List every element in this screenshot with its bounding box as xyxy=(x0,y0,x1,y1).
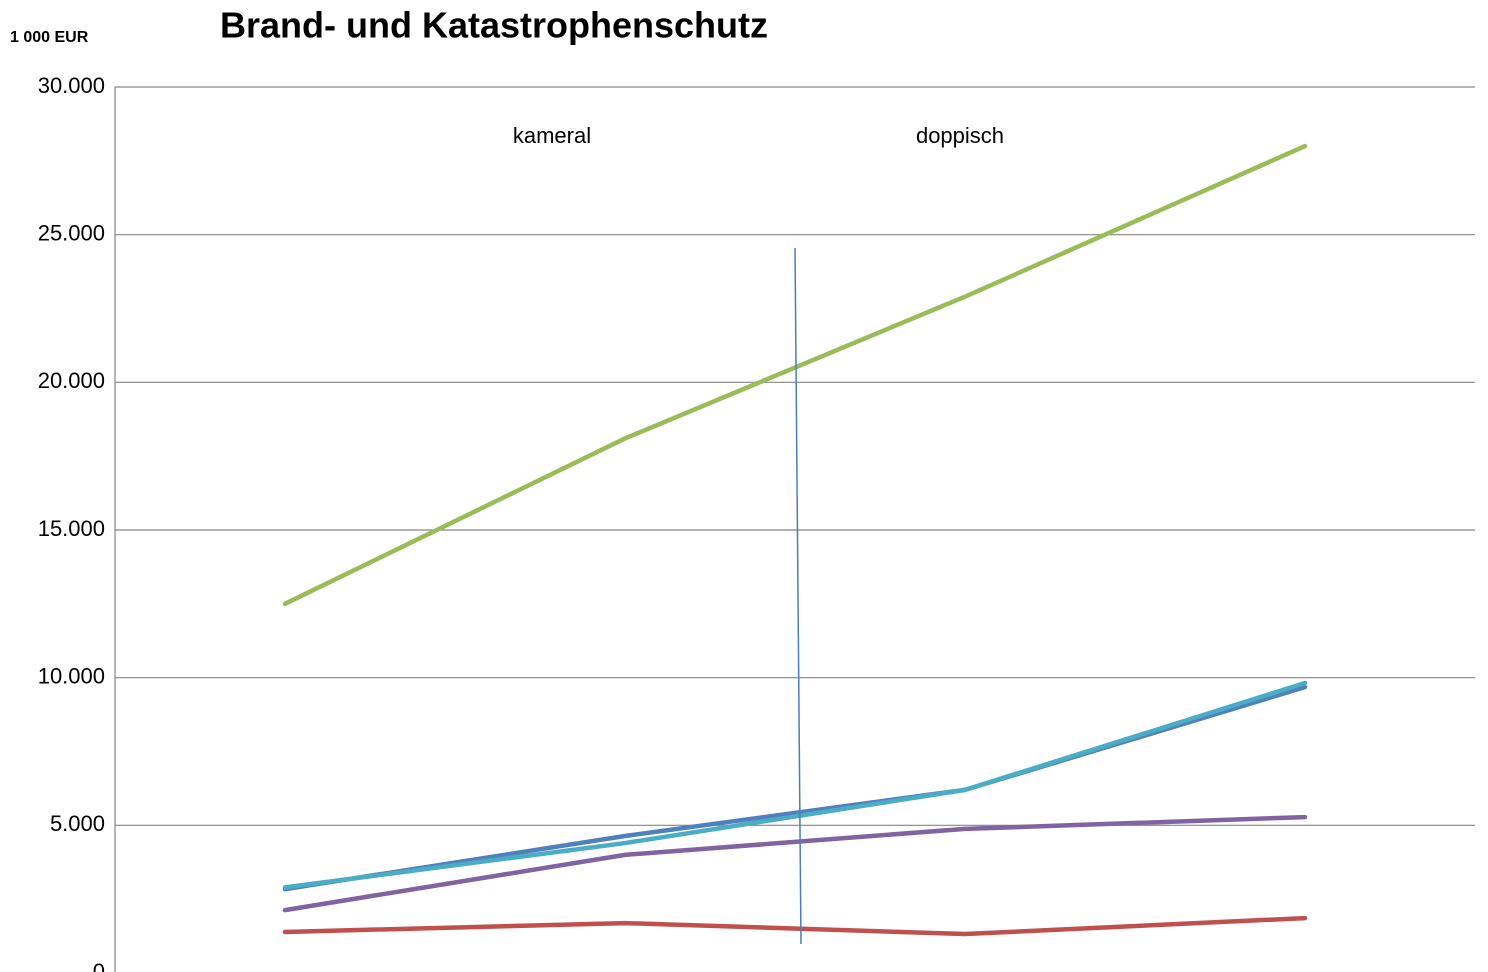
y-tick-label: 5.000 xyxy=(50,811,105,836)
annotation: kameral xyxy=(513,123,591,148)
y-tick-label: 30.000 xyxy=(38,73,105,98)
chart-title: Brand- und Katastrophenschutz xyxy=(220,5,768,46)
y-tick-label: 20.000 xyxy=(38,368,105,393)
y-tick-label: 10.000 xyxy=(38,663,105,688)
divider-line xyxy=(794,247,802,945)
y-tick-label: 25.000 xyxy=(38,220,105,245)
y-axis-unit: 1 000 EUR xyxy=(10,29,89,46)
y-tick-label: 15.000 xyxy=(38,516,105,541)
series-line xyxy=(282,684,1308,892)
annotation: doppisch xyxy=(916,123,1004,148)
series-line xyxy=(282,915,1308,937)
series-line xyxy=(282,143,1308,607)
y-tick-label: 0 xyxy=(93,959,105,972)
series-line xyxy=(282,680,1308,890)
series-line xyxy=(282,814,1308,913)
